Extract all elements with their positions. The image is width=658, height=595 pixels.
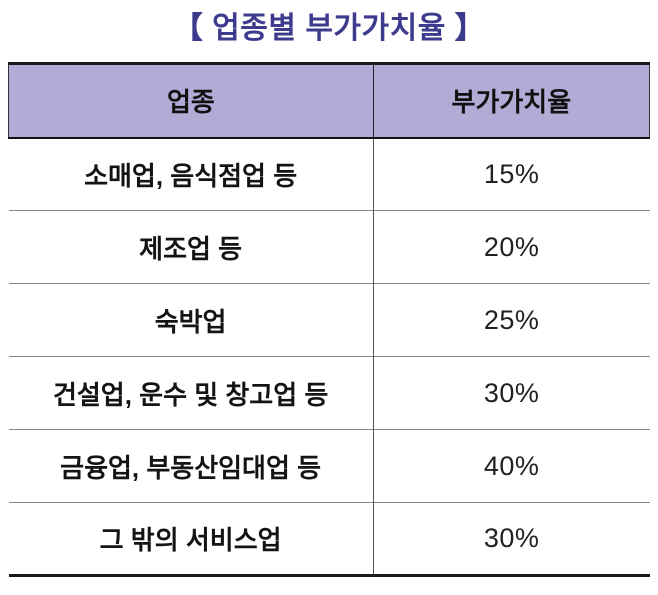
industry-cell: 제조업 등 <box>8 210 374 284</box>
rate-cell: 15% <box>483 158 540 189</box>
industry-cell: 건설업, 운수 및 창고업 등 <box>8 356 374 430</box>
table-row: 소매업, 음식점업 등 15% <box>8 137 650 211</box>
industry-cell: 그 밖의 서비스업 <box>8 502 374 576</box>
column-header-industry: 업종 <box>8 63 374 139</box>
industry-cell: 숙박업 <box>8 283 374 357</box>
table-row: 그 밖의 서비스업 30% <box>8 502 650 576</box>
table-row: 숙박업 25% <box>8 283 650 357</box>
rate-cell: 40% <box>373 429 650 503</box>
table-row: 제조업 등 20% <box>8 210 650 284</box>
table-row: 금융업, 부동산임대업 등 40% <box>8 429 650 503</box>
industry-cell: 소매업, 음식점업 등 <box>8 137 374 211</box>
industry-cell: 금융업, 부동산임대업 등 <box>8 429 374 503</box>
rate-cell: 25% <box>373 283 650 357</box>
column-header-rate: 부가가치율 <box>373 63 651 139</box>
rate-cell: 30% <box>373 502 650 576</box>
rate-cell: 30% <box>373 356 650 430</box>
header-row: 업종 부가가치율 <box>8 63 651 139</box>
page-title: 【 업종별 부가가치율 】 <box>172 12 486 45</box>
rate-cell: 20% <box>373 210 650 284</box>
table-row: 건설업, 운수 및 창고업 등 30% <box>8 356 650 430</box>
vat-rate-table: 업종 부가가치율 소매업, 음식점업 등 15% 제조업 등 20% 숙박업 2… <box>8 62 651 577</box>
